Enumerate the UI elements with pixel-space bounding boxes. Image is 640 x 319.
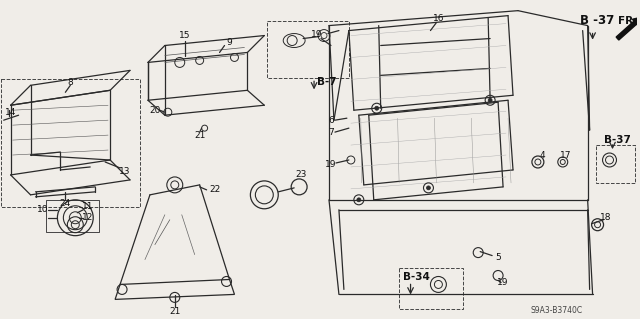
Text: 5: 5 <box>495 253 501 262</box>
Bar <box>47 200 99 232</box>
Text: 11: 11 <box>81 202 93 211</box>
Text: FR.: FR. <box>618 16 637 26</box>
Text: 7: 7 <box>328 128 334 137</box>
Text: 4: 4 <box>540 151 546 160</box>
Text: 15: 15 <box>179 31 191 40</box>
Text: 21: 21 <box>194 130 205 140</box>
Text: B-37: B-37 <box>604 135 631 145</box>
Text: 24: 24 <box>60 199 71 208</box>
Circle shape <box>357 198 361 202</box>
FancyArrow shape <box>616 17 640 40</box>
Text: 19: 19 <box>311 30 323 39</box>
Text: 18: 18 <box>600 213 611 222</box>
Text: 10: 10 <box>36 205 48 214</box>
Circle shape <box>488 98 492 102</box>
Text: 19: 19 <box>497 278 509 287</box>
Text: 16: 16 <box>433 14 444 23</box>
Text: 19: 19 <box>325 160 337 169</box>
Text: 21: 21 <box>169 307 180 316</box>
Text: 6: 6 <box>328 116 334 125</box>
Text: S9A3-B3740C: S9A3-B3740C <box>531 306 582 315</box>
Text: 14: 14 <box>5 108 17 117</box>
Bar <box>268 21 349 78</box>
Text: 20: 20 <box>149 106 161 115</box>
Text: 22: 22 <box>209 185 220 194</box>
Text: 8: 8 <box>67 78 73 87</box>
Text: 12: 12 <box>81 213 93 222</box>
Text: 9: 9 <box>227 38 232 47</box>
Text: B -37: B -37 <box>580 14 614 27</box>
Bar <box>1 79 140 207</box>
Text: 23: 23 <box>296 170 307 179</box>
Circle shape <box>375 106 379 110</box>
Text: 13: 13 <box>119 167 131 176</box>
Bar <box>399 268 463 309</box>
Bar <box>596 145 636 183</box>
Text: 17: 17 <box>560 151 572 160</box>
Circle shape <box>426 186 431 190</box>
Text: B-34: B-34 <box>403 272 430 283</box>
Text: B-7: B-7 <box>317 77 337 87</box>
